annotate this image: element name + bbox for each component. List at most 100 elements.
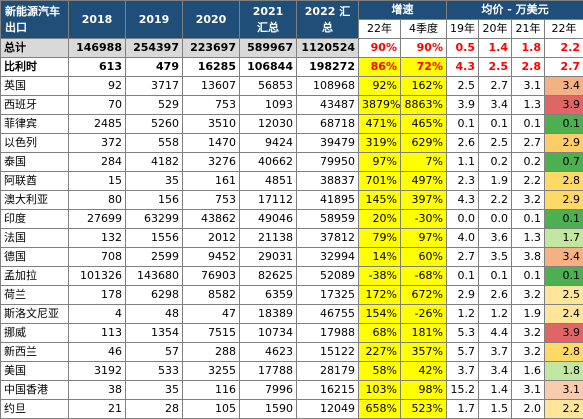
cell-p21: 0.1 bbox=[512, 267, 545, 286]
header-2021-top: 2021 bbox=[243, 4, 293, 20]
cell-y2020: 753 bbox=[183, 96, 240, 115]
cell-p21: 3.8 bbox=[512, 248, 545, 267]
cell-y2021: 49046 bbox=[240, 210, 297, 229]
cell-y2021: 40662 bbox=[240, 153, 297, 172]
cell-y2020: 9452 bbox=[183, 248, 240, 267]
cell-y2018: 372 bbox=[69, 134, 126, 153]
cell-y2018: 284 bbox=[69, 153, 126, 172]
header-2021: 2021 汇总 bbox=[240, 1, 297, 39]
cell-y2018: 46 bbox=[69, 343, 126, 362]
header-price-19: 19年 bbox=[447, 20, 479, 39]
cell-y2021: 1093 bbox=[240, 96, 297, 115]
cell-y2020: 8582 bbox=[183, 286, 240, 305]
header-2022-bottom: 总 bbox=[300, 20, 355, 36]
cell-y2018: 132 bbox=[69, 229, 126, 248]
cell-y2021: 18389 bbox=[240, 305, 297, 324]
cell-p21: 0.1 bbox=[512, 210, 545, 229]
cell-name: 印度 bbox=[1, 210, 69, 229]
cell-g22: 97% bbox=[359, 153, 401, 172]
cell-y2018: 38 bbox=[69, 381, 126, 400]
cell-p22: 2.8 bbox=[545, 172, 583, 191]
cell-y2022: 17325 bbox=[297, 286, 359, 305]
cell-y2022: 108968 bbox=[297, 77, 359, 96]
cell-y2021: 17112 bbox=[240, 191, 297, 210]
cell-p20: 0.2 bbox=[479, 153, 512, 172]
cell-y2018: 21 bbox=[69, 400, 126, 419]
cell-y2019: 533 bbox=[126, 362, 183, 381]
cell-p19: 4.3 bbox=[447, 191, 479, 210]
cell-y2021: 29031 bbox=[240, 248, 297, 267]
cell-gq4: -26% bbox=[401, 305, 447, 324]
cell-y2018: 15 bbox=[69, 172, 126, 191]
cell-name: 比利时 bbox=[1, 58, 69, 77]
cell-p22: 2.2 bbox=[545, 39, 583, 58]
cell-y2019: 35 bbox=[126, 172, 183, 191]
title-top: 新能源汽车 bbox=[5, 4, 65, 20]
cell-gq4: 629% bbox=[401, 134, 447, 153]
cell-y2020: 116 bbox=[183, 381, 240, 400]
header-2022: 2022 汇 总 bbox=[297, 1, 359, 39]
cell-p20: 3.4 bbox=[479, 96, 512, 115]
cell-p19: 15.2 bbox=[447, 381, 479, 400]
cell-p22: 2.8 bbox=[545, 343, 583, 362]
cell-name: 荷兰 bbox=[1, 286, 69, 305]
cell-y2020: 43862 bbox=[183, 210, 240, 229]
cell-g22: 14% bbox=[359, 248, 401, 267]
cell-name: 菲律宾 bbox=[1, 115, 69, 134]
cell-p20: 1.9 bbox=[479, 172, 512, 191]
cell-y2021: 10734 bbox=[240, 324, 297, 343]
cell-y2019: 57 bbox=[126, 343, 183, 362]
cell-gq4: 181% bbox=[401, 324, 447, 343]
cell-y2018: 2485 bbox=[69, 115, 126, 134]
cell-y2019: 2599 bbox=[126, 248, 183, 267]
cell-p20: 3.5 bbox=[479, 248, 512, 267]
cell-y2021: 106844 bbox=[240, 58, 297, 77]
cell-p21: 2.2 bbox=[512, 172, 545, 191]
cell-y2022: 52089 bbox=[297, 267, 359, 286]
cell-p20: 3.4 bbox=[479, 362, 512, 381]
cell-gq4: 465% bbox=[401, 115, 447, 134]
cell-p22: 0.1 bbox=[545, 210, 583, 229]
cell-y2022: 79950 bbox=[297, 153, 359, 172]
cell-y2019: 28 bbox=[126, 400, 183, 419]
cell-y2018: 708 bbox=[69, 248, 126, 267]
cell-p19: 5.7 bbox=[447, 343, 479, 362]
cell-gq4: 60% bbox=[401, 248, 447, 267]
cell-y2021: 9424 bbox=[240, 134, 297, 153]
cell-y2019: 6298 bbox=[126, 286, 183, 305]
cell-y2019: 63299 bbox=[126, 210, 183, 229]
cell-g22: 103% bbox=[359, 381, 401, 400]
cell-p20: 2.7 bbox=[479, 77, 512, 96]
cell-p22: 2.5 bbox=[545, 286, 583, 305]
cell-p20: 1.5 bbox=[479, 400, 512, 419]
cell-g22: 471% bbox=[359, 115, 401, 134]
cell-y2022: 12049 bbox=[297, 400, 359, 419]
cell-gq4: 72% bbox=[401, 58, 447, 77]
cell-y2022: 41895 bbox=[297, 191, 359, 210]
cell-p19: 3.9 bbox=[447, 96, 479, 115]
cell-name: 新西兰 bbox=[1, 343, 69, 362]
cell-y2019: 48 bbox=[126, 305, 183, 324]
cell-y2019: 1354 bbox=[126, 324, 183, 343]
cell-p19: 2.7 bbox=[447, 248, 479, 267]
cell-y2019: 35 bbox=[126, 381, 183, 400]
cell-p21: 2.0 bbox=[512, 400, 545, 419]
cell-y2020: 3276 bbox=[183, 153, 240, 172]
cell-g22: 68% bbox=[359, 324, 401, 343]
cell-y2019: 1556 bbox=[126, 229, 183, 248]
cell-p20: 2.5 bbox=[479, 134, 512, 153]
cell-p19: 3.7 bbox=[447, 362, 479, 381]
cell-y2020: 753 bbox=[183, 191, 240, 210]
cell-p19: 4.3 bbox=[447, 58, 479, 77]
cell-name: 澳大利亚 bbox=[1, 191, 69, 210]
cell-p20: 2.5 bbox=[479, 58, 512, 77]
cell-gq4: 357% bbox=[401, 343, 447, 362]
cell-name: 斯洛文尼亚 bbox=[1, 305, 69, 324]
cell-y2018: 613 bbox=[69, 58, 126, 77]
